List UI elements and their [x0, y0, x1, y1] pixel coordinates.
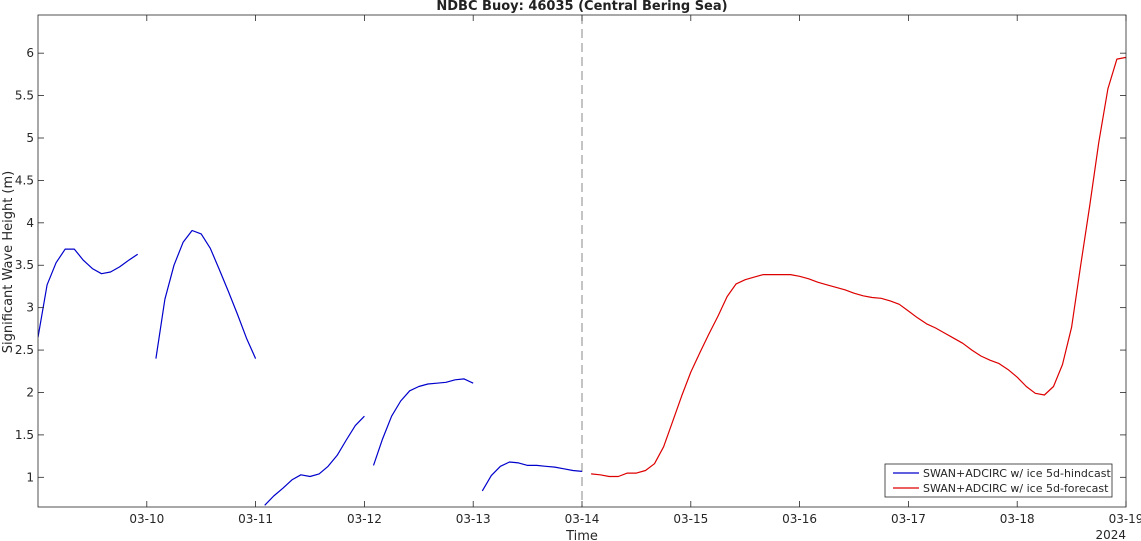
x-tick-label: 03-17	[891, 512, 926, 526]
y-axis: 1 1.5 2 2.5 3 3.5 4 4.5 5 5.5 6	[15, 46, 1126, 484]
x-tick-label: 03-12	[347, 512, 382, 526]
legend-box	[884, 463, 1113, 498]
legend: SWAN+ADCIRC w/ ice 5d-hindcast SWAN+ADCIR…	[884, 463, 1113, 498]
x-axis: 03-10 03-11 03-12 03-13 03-14 03-15 03-16 03-17…	[129, 15, 1141, 526]
series-0-segment-3-line	[372, 378, 474, 466]
legend-label: SWAN+ADCIRC w/ ice 5d-forecast	[923, 482, 1109, 495]
year-label: 2024	[1095, 528, 1126, 541]
y-tick-label: 4.5	[15, 173, 34, 187]
legend-label: SWAN+ADCIRC w/ ice 5d-hindcast	[923, 467, 1111, 480]
y-tick-label: 2	[26, 385, 34, 399]
series-layer	[38, 56, 1126, 506]
x-tick-label: 03-19	[1109, 512, 1141, 526]
y-tick-label: 1	[26, 470, 34, 484]
chart-title: NDBC Buoy: 46035 (Central Bering Sea)	[436, 0, 727, 14]
x-axis-label: Time	[565, 529, 598, 541]
series-0-segment-4-line	[481, 461, 583, 492]
y-tick-label: 3	[26, 301, 34, 315]
x-tick-label: 03-13	[456, 512, 491, 526]
x-tick-label: 03-15	[673, 512, 708, 526]
series-0-segment-2-line	[264, 415, 365, 506]
y-tick-label: 1.5	[15, 428, 34, 442]
x-tick-label: 03-10	[129, 512, 164, 526]
plot-area: 03-10 03-11 03-12 03-13 03-14 03-15 03-16 03-17…	[15, 14, 1141, 526]
series-0-segment-1-line	[155, 229, 257, 359]
x-tick-label: 03-18	[1000, 512, 1035, 526]
y-tick-label: 5	[26, 131, 34, 145]
y-tick-label: 5.5	[15, 89, 34, 103]
y-axis-label: Significant Wave Height (m)	[1, 171, 16, 353]
x-tick-label: 03-16	[782, 512, 817, 526]
y-tick-label: 3.5	[15, 258, 34, 272]
y-tick-label: 2.5	[15, 343, 34, 357]
series-0-segment-0-line	[38, 248, 139, 338]
x-tick-label: 03-11	[238, 512, 273, 526]
series-1-segment-0-line	[591, 56, 1126, 478]
x-tick-label: 03-14	[565, 512, 600, 526]
y-tick-label: 4	[26, 216, 34, 230]
y-tick-label: 6	[26, 46, 34, 60]
